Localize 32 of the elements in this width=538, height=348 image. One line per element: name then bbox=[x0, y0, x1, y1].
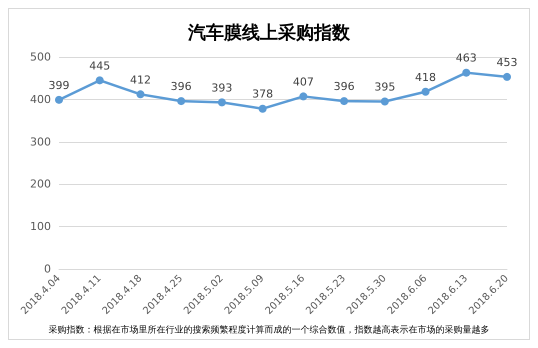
point bbox=[96, 76, 104, 84]
point bbox=[177, 97, 186, 106]
data-label: 399 bbox=[48, 78, 70, 92]
point bbox=[55, 96, 63, 104]
point bbox=[299, 92, 308, 100]
data-label: 453 bbox=[496, 56, 518, 69]
point bbox=[218, 98, 226, 106]
chart-title: 汽车膜线上采购指数 bbox=[187, 22, 351, 44]
y-tick-label: 200 bbox=[30, 178, 51, 191]
data-label: 378 bbox=[252, 88, 274, 101]
text: 采购指数：根据在市场里所在行业的搜索频繁程度计算而成的一个综合数值，指数越高表示在市场的采购量越多 bbox=[48, 324, 490, 336]
point bbox=[462, 68, 470, 77]
data-label: 412 bbox=[130, 73, 151, 86]
y-tick-label: 400 bbox=[30, 92, 51, 106]
data-label: 396 bbox=[334, 80, 355, 94]
point bbox=[422, 88, 430, 96]
y-tick-label: 300 bbox=[30, 135, 51, 148]
data-label: 445 bbox=[89, 59, 110, 72]
data-label: 463 bbox=[456, 52, 477, 65]
y-tick-label: 0 bbox=[44, 262, 51, 276]
data-label: 418 bbox=[415, 70, 436, 84]
point bbox=[340, 97, 348, 106]
point bbox=[258, 104, 267, 113]
data-label: 407 bbox=[292, 75, 314, 88]
point bbox=[503, 72, 511, 81]
y-tick-label: 100 bbox=[30, 220, 51, 234]
data-label: 395 bbox=[374, 80, 396, 94]
point bbox=[380, 98, 389, 106]
data-label: 393 bbox=[211, 81, 232, 94]
point bbox=[136, 90, 144, 98]
data-label: 396 bbox=[170, 80, 192, 94]
y-tick-label: 500 bbox=[30, 50, 51, 64]
